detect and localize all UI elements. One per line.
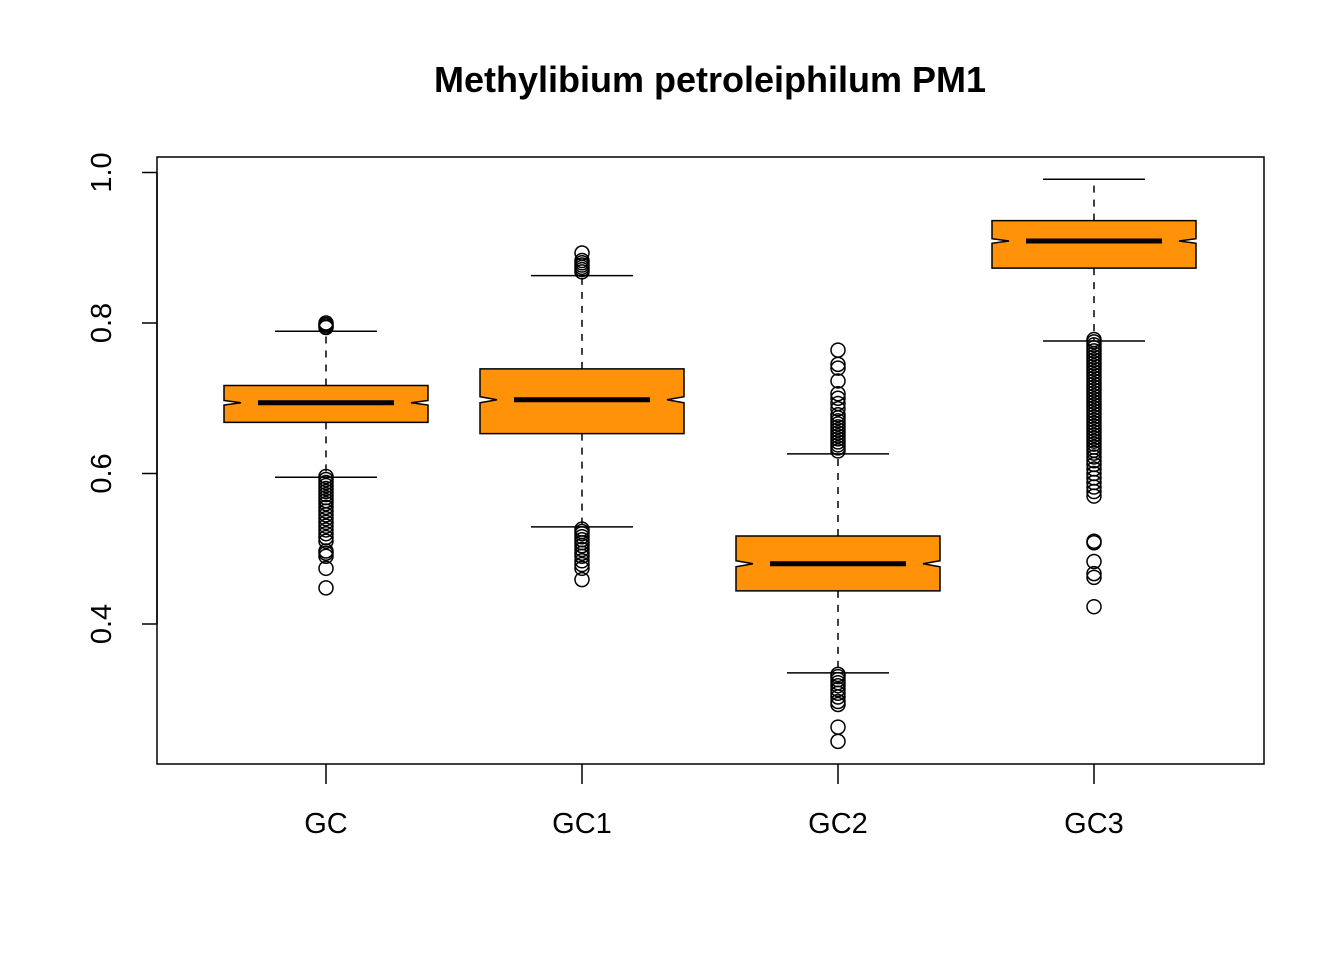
outlier-point bbox=[830, 733, 846, 750]
outlier-point bbox=[830, 342, 846, 358]
outlier-point bbox=[830, 685, 846, 701]
outlier-point bbox=[574, 571, 590, 588]
x-tick-label: GC2 bbox=[808, 808, 868, 840]
box-gc3 bbox=[991, 219, 1197, 269]
y-tick-label: 0.4 bbox=[86, 604, 118, 644]
outlier-point bbox=[830, 681, 846, 698]
outlier-point bbox=[574, 556, 590, 573]
x-tick-label: GC bbox=[304, 808, 348, 840]
outlier-point bbox=[318, 560, 334, 577]
outlier-point bbox=[1086, 483, 1102, 500]
y-tick-label: 1.0 bbox=[86, 152, 118, 192]
outlier-point bbox=[318, 580, 334, 596]
box-group-gc2 bbox=[735, 342, 941, 750]
outlier-point bbox=[318, 525, 334, 542]
outlier-point bbox=[1086, 488, 1102, 504]
outlier-point bbox=[1086, 479, 1102, 495]
outlier-point bbox=[574, 548, 590, 565]
outlier-point bbox=[318, 499, 334, 516]
outlier-point bbox=[318, 522, 334, 538]
outlier-point bbox=[318, 495, 334, 512]
box-group-gc bbox=[223, 315, 429, 596]
outlier-point bbox=[318, 548, 334, 565]
outlier-point bbox=[318, 319, 334, 336]
outlier-point bbox=[830, 696, 846, 713]
outlier-point bbox=[1086, 553, 1102, 570]
x-axis: GC GC1 GC2 GC3 bbox=[304, 764, 1124, 840]
y-axis: 0.4 0.6 0.8 1.0 bbox=[86, 152, 158, 644]
outlier-point bbox=[1086, 449, 1102, 465]
outlier-point bbox=[318, 507, 334, 523]
outlier-point bbox=[1086, 452, 1102, 469]
outlier-point bbox=[830, 689, 846, 705]
outlier-point bbox=[318, 533, 334, 549]
outlier-point bbox=[1086, 598, 1102, 615]
outlier-point bbox=[318, 510, 334, 527]
outlier-point bbox=[830, 401, 846, 417]
outlier-point bbox=[574, 537, 590, 554]
outlier-point bbox=[1086, 534, 1102, 551]
boxes-layer bbox=[223, 178, 1197, 750]
outlier-point bbox=[318, 514, 334, 531]
outlier-point bbox=[830, 356, 846, 373]
outlier-point bbox=[830, 373, 846, 389]
outlier-point bbox=[1086, 565, 1102, 582]
outlier-point bbox=[830, 719, 846, 735]
box-group-gc1 bbox=[479, 245, 685, 588]
outlier-point bbox=[830, 390, 846, 406]
outlier-point bbox=[1086, 445, 1102, 461]
y-tick-label: 0.8 bbox=[86, 303, 118, 343]
outlier-point bbox=[574, 560, 590, 577]
outlier-point bbox=[318, 518, 334, 534]
x-tick-label: GC1 bbox=[552, 808, 612, 840]
outlier-point bbox=[830, 385, 846, 402]
outlier-point bbox=[830, 360, 846, 376]
y-tick-label: 0.6 bbox=[86, 453, 118, 493]
outlier-point bbox=[318, 503, 334, 519]
outlier-point bbox=[830, 677, 846, 694]
outlier-point bbox=[574, 541, 590, 558]
outlier-point bbox=[830, 443, 846, 459]
box-group-gc3 bbox=[991, 178, 1197, 615]
outlier-point bbox=[574, 264, 590, 280]
chart-title: Methylibium petroleiphilum PM1 bbox=[434, 59, 986, 100]
outlier-point bbox=[1086, 569, 1102, 586]
outlier-point bbox=[574, 553, 590, 569]
x-tick-label: GC3 bbox=[1064, 808, 1124, 840]
